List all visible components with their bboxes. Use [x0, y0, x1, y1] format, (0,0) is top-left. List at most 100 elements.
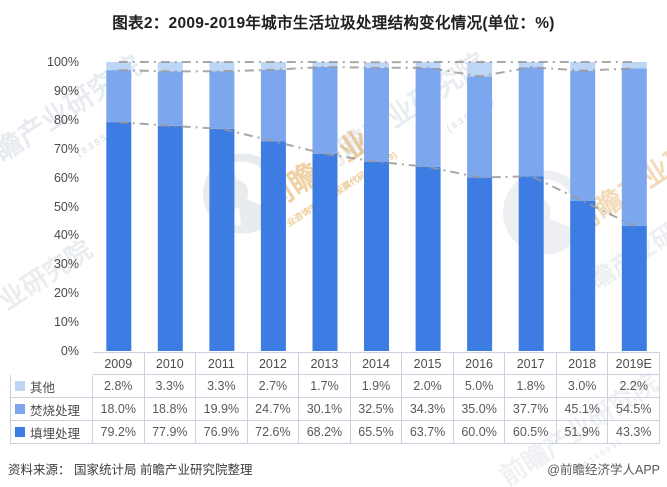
table-row-label: 填埋处理	[10, 421, 93, 444]
bar-segment-焚烧处理-2013	[312, 66, 338, 154]
table-value-cell: 30.1%	[299, 398, 351, 421]
table-value-cell: 76.9%	[196, 421, 248, 444]
table-header-cell: 2013	[299, 352, 351, 375]
bar-segment-填埋处理-2009	[106, 122, 132, 351]
bar-segment-其他-2013	[312, 62, 338, 67]
table-value-cell: 37.7%	[505, 398, 557, 421]
bar-segment-填埋处理-2017	[518, 176, 544, 351]
trend-line-1	[118, 121, 635, 227]
table-value-cell: 19.9%	[196, 398, 248, 421]
table-header-cell: 2016	[453, 352, 506, 375]
table-row-label: 焚烧处理	[10, 398, 93, 421]
table-value-cell: 43.3%	[608, 421, 660, 444]
table-header-cell: 2017	[505, 352, 557, 375]
legend-label: 填埋处理	[30, 426, 81, 441]
bar-segment-填埋处理-2011	[209, 128, 235, 351]
trend-line-2	[118, 65, 635, 78]
table-value-cell: 32.5%	[350, 398, 403, 421]
bar-segment-焚烧处理-2012	[260, 69, 286, 142]
table-value-cell: 1.8%	[505, 375, 557, 398]
app-credit: @前瞻经济学人APP	[547, 463, 660, 477]
y-axis-label: 90%	[53, 83, 79, 98]
table-value-cell: 3.3%	[196, 375, 248, 398]
table-value-cell: 51.9%	[556, 421, 609, 444]
legend-swatch	[15, 404, 25, 414]
table-value-cell: 60.0%	[453, 421, 506, 444]
bar-segment-焚烧处理-2010	[157, 71, 183, 126]
table-header-cell: 2014	[350, 352, 403, 375]
table-value-cell: 60.5%	[505, 421, 557, 444]
legend-swatch	[15, 427, 25, 437]
table-value-cell: 3.3%	[144, 375, 197, 398]
bars-group	[106, 61, 647, 352]
source-note: 资料来源： 国家统计局 前瞻产业研究院整理	[8, 463, 253, 477]
table-value-cell: 72.6%	[247, 421, 300, 444]
y-axis-label: 60%	[53, 170, 79, 185]
bar-segment-填埋处理-2010	[157, 125, 183, 352]
data-table: 2009 2010 2011 2012 2013 2014 2015 2016 2017 2018…	[10, 352, 660, 444]
bar-segment-填埋处理-2014	[364, 161, 389, 351]
bar-segment-其他-2010	[157, 62, 183, 72]
bar-segment-其他-2016	[467, 62, 493, 77]
bar-segment-填埋处理-2018	[570, 201, 596, 351]
table-value-cell: 2.0%	[402, 375, 454, 398]
y-axis-label: 80%	[53, 112, 79, 127]
table-value-cell: 63.7%	[402, 421, 454, 444]
y-axis-label: 70%	[53, 141, 79, 156]
bar-segment-焚烧处理-2018	[570, 70, 596, 201]
table-value-cell: 1.9%	[350, 375, 403, 398]
table-header-cell: 2011	[196, 352, 248, 375]
table-header-cell: 2019E	[608, 352, 660, 375]
table-value-cell: 2.2%	[608, 375, 660, 398]
table-value-cell: 18.0%	[93, 398, 145, 421]
table-value-cell: 34.3%	[402, 398, 454, 421]
y-axis-label: 40%	[53, 228, 79, 243]
table-value-cell: 79.2%	[93, 421, 145, 444]
y-axis-label: 10%	[53, 315, 79, 330]
table-value-cell: 18.8%	[144, 398, 197, 421]
table-value-cell: 3.0%	[556, 375, 609, 398]
table-header-cell: 2009	[93, 352, 145, 375]
bar-segment-焚烧处理-2019E	[621, 68, 647, 226]
bar-segment-其他-2017	[518, 62, 544, 68]
trend-lines-group	[118, 61, 635, 227]
y-axis-label: 20%	[53, 286, 79, 301]
table-value-cell: 5.0%	[453, 375, 506, 398]
bar-segment-其他-2019E	[621, 62, 647, 69]
bar-segment-其他-2011	[209, 61, 235, 72]
bar-segment-其他-2018	[570, 62, 596, 71]
table-value-cell: 24.7%	[247, 398, 300, 421]
bar-segment-填埋处理-2015	[415, 166, 441, 351]
table-header-cell: 2010	[144, 352, 197, 375]
bar-segment-其他-2015	[415, 62, 441, 68]
table-value-cell: 2.8%	[93, 375, 145, 398]
legend-label: 焚烧处理	[30, 403, 81, 418]
y-axis-label: 50%	[53, 199, 79, 214]
table-row-label: 其他	[10, 375, 93, 398]
bar-segment-其他-2014	[364, 62, 389, 68]
table-header-cell: 2012	[247, 352, 300, 375]
bar-segment-其他-2009	[106, 62, 132, 71]
table-value-cell: 35.0%	[453, 398, 506, 421]
table-header-cell: 2018	[556, 352, 609, 375]
bar-segment-其他-2012	[260, 62, 286, 70]
chart-title: 图表2：2009-2019年城市生活垃圾处理结构变化情况(单位：%)	[112, 15, 555, 32]
table-value-cell: 1.7%	[299, 375, 351, 398]
table-corner-cell	[10, 352, 93, 375]
y-axis-label: 100%	[47, 55, 79, 69]
table-header-cell: 2015	[402, 352, 454, 375]
legend-label: 其他	[30, 380, 56, 395]
bar-segment-填埋处理-2012	[260, 141, 286, 351]
bar-segment-焚烧处理-2016	[467, 76, 493, 178]
bar-segment-填埋处理-2016	[467, 177, 493, 351]
table-value-cell: 45.1%	[556, 398, 609, 421]
bar-segment-焚烧处理-2015	[415, 67, 441, 167]
y-axis-label: 0%	[60, 344, 79, 358]
table-value-cell: 54.5%	[608, 398, 660, 421]
bar-segment-填埋处理-2019E	[621, 225, 647, 351]
table-value-cell: 2.7%	[247, 375, 300, 398]
bar-segment-焚烧处理-2017	[518, 67, 544, 177]
table-value-cell: 77.9%	[144, 421, 197, 444]
table-value-cell: 65.5%	[350, 421, 403, 444]
